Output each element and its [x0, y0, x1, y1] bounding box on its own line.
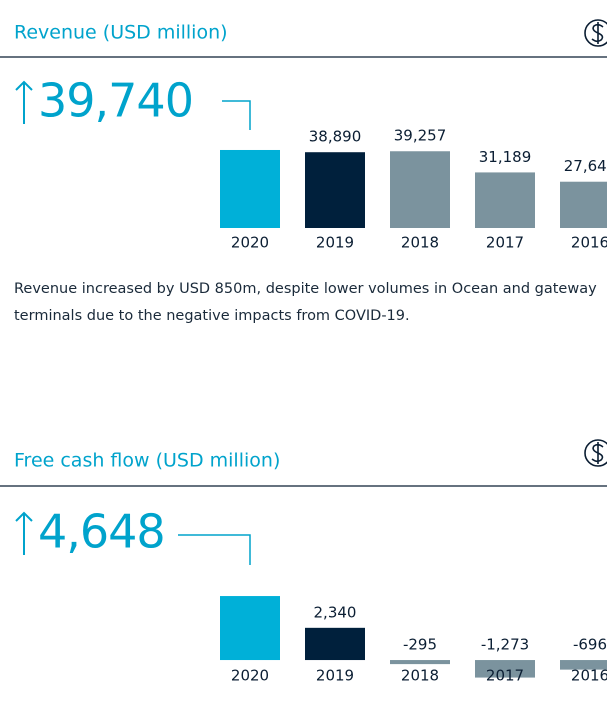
chart-title: Revenue (USD million): [14, 22, 228, 44]
x-tick-label: 2016: [571, 234, 607, 252]
x-tick-label: 2016: [571, 667, 607, 685]
bar: [220, 596, 280, 661]
bar: [390, 660, 450, 665]
dollar-icon: [584, 19, 607, 47]
headline-value: 39,740: [38, 74, 193, 128]
value-label: -1,273: [481, 636, 529, 654]
x-tick-label: 2017: [486, 667, 524, 685]
x-tick-label: 2017: [486, 234, 524, 252]
x-tick-label: 2018: [401, 667, 439, 685]
x-tick-label: 2019: [316, 667, 354, 685]
value-label: 38,890: [309, 128, 362, 146]
value-label: 27,644: [564, 157, 607, 175]
bar: [475, 660, 535, 678]
x-tick-label: 2019: [316, 234, 354, 252]
value-label: -295: [403, 636, 437, 654]
x-tick-label: 2018: [401, 234, 439, 252]
bar: [560, 181, 607, 228]
bar: [305, 627, 365, 661]
bar: [220, 149, 280, 228]
annotation: Revenue increased by USD 850m, despite l…: [14, 281, 597, 324]
value-label: 31,189: [479, 148, 532, 166]
x-tick-label: 2020: [231, 667, 269, 685]
bracket: [222, 100, 251, 130]
value-label: 2,340: [314, 603, 357, 621]
value-label: -696: [573, 636, 607, 654]
arrow-icon: [15, 511, 33, 555]
headline-value: 4,648: [38, 505, 165, 559]
value-label: 39,257: [394, 127, 447, 145]
x-tick-label: 2020: [231, 234, 269, 252]
bar: [475, 172, 535, 228]
dollar-icon: [584, 439, 607, 467]
bar: [305, 152, 365, 228]
arrow-icon: [15, 80, 33, 124]
bar: [560, 660, 607, 670]
chart-title: Free cash flow (USD million): [14, 450, 280, 472]
bracket: [178, 534, 251, 565]
bar: [390, 151, 450, 228]
